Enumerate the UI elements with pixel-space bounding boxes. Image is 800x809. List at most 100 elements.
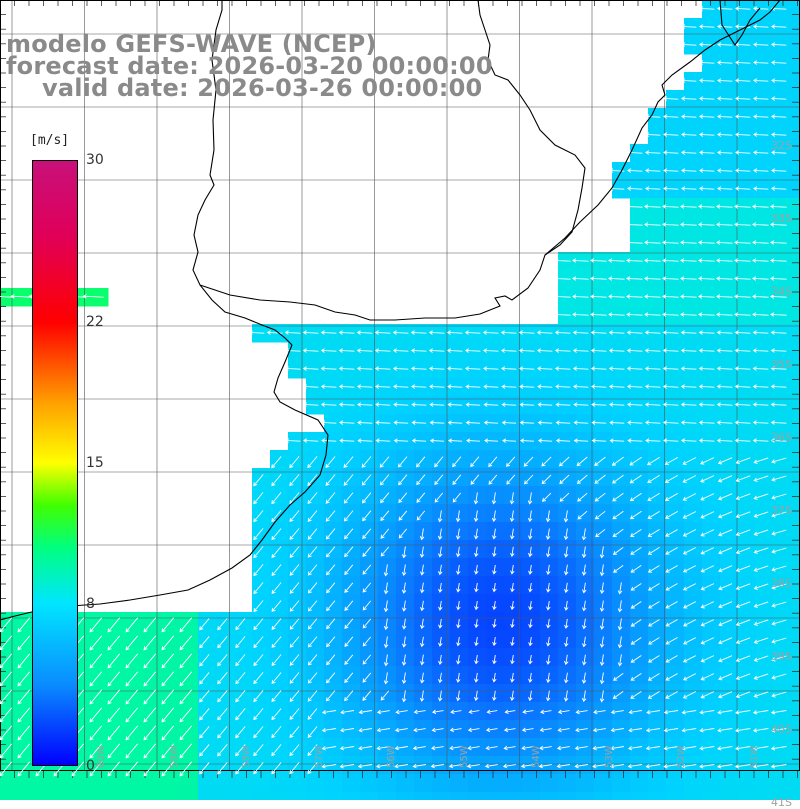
latitude-label: 34S <box>771 285 792 298</box>
wind-arrow <box>700 493 715 501</box>
wind-arrow <box>428 330 445 335</box>
wind-arrow <box>343 456 354 468</box>
wind-speed-cell <box>792 522 800 541</box>
wind-arrow <box>470 456 480 468</box>
wind-arrow <box>307 528 318 540</box>
wind-arrow <box>753 655 769 662</box>
wind-arrow <box>289 546 300 558</box>
wind-arrow <box>771 493 787 500</box>
wind-arrow <box>662 204 679 209</box>
wind-arrow <box>518 348 535 353</box>
wind-arrow <box>753 529 769 536</box>
wind-arrow <box>735 601 751 609</box>
wind-arrow <box>483 402 499 407</box>
wind-arrow <box>627 168 643 173</box>
wind-arrow <box>393 420 409 425</box>
wind-arrow <box>716 276 733 281</box>
wind-arrow <box>473 510 479 523</box>
wind-arrow <box>326 600 336 612</box>
wind-arrow <box>374 384 391 389</box>
wind-arrow <box>438 618 443 629</box>
wind-arrow <box>401 690 407 703</box>
wind-arrow <box>770 728 787 733</box>
wind-arrow <box>307 726 318 738</box>
wind-arrow <box>510 601 515 611</box>
wind-arrow <box>523 456 534 467</box>
wind-arrow <box>609 402 625 407</box>
wind-arrow <box>662 402 679 407</box>
wind-arrow <box>680 402 697 407</box>
wind-arrow <box>698 384 715 389</box>
wind-arrow <box>510 637 515 647</box>
wind-speed-cell <box>792 72 800 91</box>
wind-arrow <box>429 438 445 443</box>
wind-arrow <box>320 366 337 371</box>
wind-arrow <box>698 312 715 317</box>
wind-arrow <box>613 565 624 573</box>
wind-arrow <box>753 96 769 101</box>
wind-arrow <box>577 510 588 520</box>
wind-arrow <box>752 384 769 389</box>
wind-arrow <box>752 728 769 733</box>
wind-speed-cell <box>792 396 800 415</box>
wind-arrow <box>486 709 498 715</box>
wind-arrow <box>362 690 372 701</box>
wind-arrow <box>665 511 679 519</box>
wind-arrow <box>411 420 427 425</box>
wind-arrow <box>594 474 606 484</box>
wind-arrow <box>539 745 552 751</box>
wind-arrow <box>572 366 589 371</box>
wind-arrow <box>662 222 679 227</box>
wind-arrow <box>199 654 210 667</box>
wind-arrow <box>107 653 121 669</box>
wind-arrow <box>361 474 372 486</box>
wind-arrow <box>735 150 751 155</box>
wind-arrow <box>339 745 355 751</box>
wind-arrow <box>542 492 552 502</box>
wind-arrow <box>735 710 751 715</box>
wind-arrow <box>483 384 499 389</box>
wind-arrow <box>401 654 407 666</box>
wind-arrow <box>735 114 751 119</box>
wind-arrow <box>680 330 697 335</box>
wind-arrow <box>492 672 497 683</box>
wind-arrow <box>752 710 769 715</box>
wind-arrow <box>770 710 787 715</box>
wind-arrow <box>357 420 373 425</box>
wind-arrow <box>590 276 607 281</box>
wind-arrow <box>307 618 318 630</box>
wind-arrow <box>541 474 552 485</box>
wind-arrow <box>271 726 282 739</box>
wind-arrow <box>718 673 733 681</box>
wind-arrow <box>645 114 661 119</box>
wind-arrow <box>289 672 300 684</box>
wind-arrow <box>217 654 228 667</box>
wind-arrow <box>125 653 139 669</box>
wind-arrow <box>717 457 733 465</box>
wind-arrow <box>753 475 769 482</box>
wind-arrow <box>608 294 625 299</box>
wind-arrow <box>647 474 660 484</box>
wind-arrow <box>447 402 463 407</box>
wind-arrow <box>700 619 715 627</box>
wind-arrow <box>716 312 733 317</box>
wind-arrow <box>455 510 461 523</box>
wind-arrow <box>716 420 733 425</box>
wind-arrow <box>546 600 551 611</box>
wind-arrow <box>447 438 463 443</box>
wind-arrow <box>537 366 553 371</box>
wind-speed-cell <box>576 774 595 793</box>
wind-arrow <box>500 330 517 335</box>
wind-arrow <box>326 636 336 648</box>
wind-arrow <box>450 709 462 715</box>
wind-arrow <box>271 582 282 595</box>
wind-arrow <box>680 348 697 353</box>
wind-arrow <box>581 582 587 594</box>
wind-speed-cell <box>486 792 505 800</box>
wind-arrow <box>271 474 282 487</box>
wind-arrow <box>344 546 354 558</box>
wind-arrow <box>717 511 733 519</box>
wind-arrow <box>413 709 426 715</box>
wind-arrow <box>608 348 625 353</box>
wind-arrow <box>326 654 336 666</box>
